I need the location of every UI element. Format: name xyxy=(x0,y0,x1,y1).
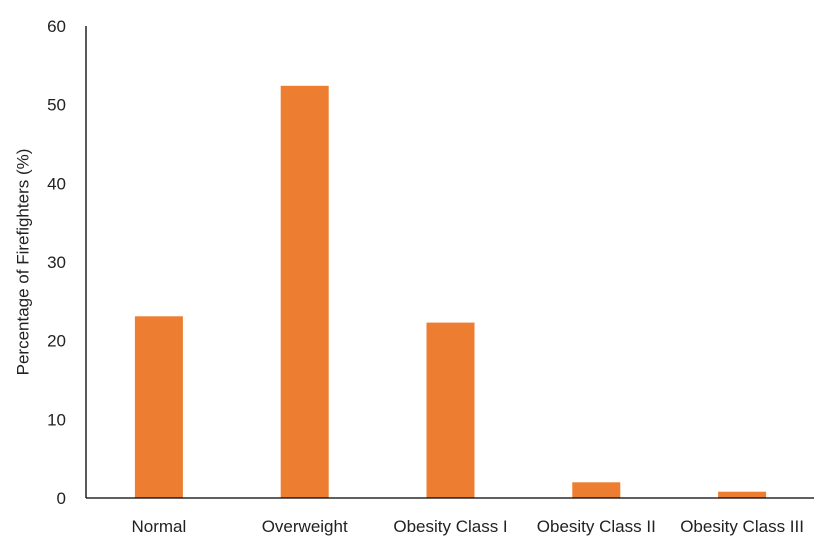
x-category-label: Obesity Class I xyxy=(393,517,507,536)
x-category-label: Obesity Class II xyxy=(537,517,656,536)
y-tick-labels: 0 10 20 30 40 50 60 xyxy=(47,17,66,508)
bar-0 xyxy=(134,316,183,498)
bar-4 xyxy=(718,491,767,498)
y-axis-title: Percentage of Firefighters (%) xyxy=(13,149,32,376)
x-category-label: Obesity Class III xyxy=(680,517,804,536)
y-tick-label: 0 xyxy=(57,489,66,508)
y-tick-label: 20 xyxy=(47,332,66,351)
bar-3 xyxy=(572,482,621,498)
y-tick-label: 10 xyxy=(47,410,66,429)
y-tick-label: 40 xyxy=(47,174,66,193)
x-category-labels: Normal Overweight Obesity Class I Obesity C… xyxy=(132,517,804,536)
y-tick-label: 50 xyxy=(47,96,66,115)
bar-2 xyxy=(426,322,475,498)
bar-1 xyxy=(280,85,329,499)
bars-group xyxy=(134,85,767,499)
y-tick-label: 60 xyxy=(47,17,66,36)
y-tick-label: 30 xyxy=(47,253,66,272)
x-category-label: Normal xyxy=(132,517,187,536)
x-category-label: Overweight xyxy=(262,517,348,536)
